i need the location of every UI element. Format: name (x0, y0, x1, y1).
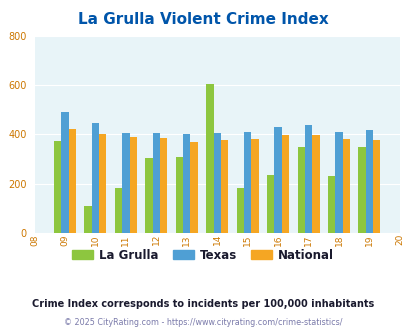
Bar (266, 175, 274, 233)
Bar (183, 134, 190, 233)
Bar (61, 112, 68, 233)
Bar (190, 142, 197, 233)
Bar (327, 176, 335, 233)
Text: La Grulla Violent Crime Index: La Grulla Violent Crime Index (77, 12, 328, 26)
Bar (220, 140, 228, 233)
Bar (358, 147, 365, 233)
Bar (206, 84, 213, 233)
Bar (311, 135, 319, 233)
Bar (281, 135, 288, 233)
Bar (145, 158, 152, 233)
Legend: La Grulla, Texas, National: La Grulla, Texas, National (67, 244, 338, 266)
Bar (335, 132, 342, 233)
Text: © 2025 CityRating.com - https://www.cityrating.com/crime-statistics/: © 2025 CityRating.com - https://www.city… (64, 318, 341, 327)
Bar (129, 137, 136, 233)
Bar (304, 125, 311, 233)
Bar (160, 138, 167, 233)
Bar (92, 123, 99, 233)
Bar (365, 130, 372, 233)
Bar (54, 141, 61, 233)
Bar (68, 129, 76, 233)
Bar (213, 133, 220, 233)
Bar (122, 133, 129, 233)
Bar (274, 127, 281, 233)
Bar (342, 139, 349, 233)
Bar (297, 147, 304, 233)
Bar (115, 188, 122, 233)
Bar (243, 132, 251, 233)
Bar (251, 139, 258, 233)
Bar (175, 157, 183, 233)
Bar (372, 140, 379, 233)
Bar (84, 206, 92, 233)
Bar (152, 133, 160, 233)
Bar (236, 188, 243, 233)
Text: Crime Index corresponds to incidents per 100,000 inhabitants: Crime Index corresponds to incidents per… (32, 299, 373, 309)
Bar (99, 134, 106, 233)
